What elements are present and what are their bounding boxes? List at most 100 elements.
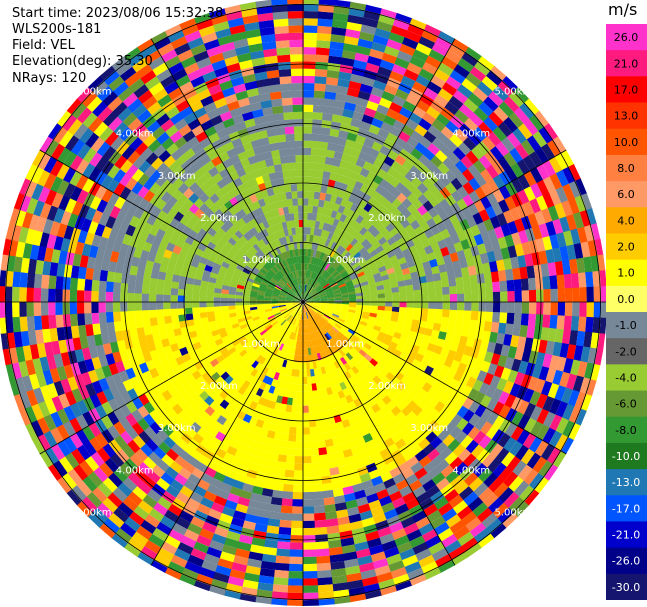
gate [46,233,57,249]
gate [78,459,94,477]
gate [487,228,498,242]
gate [149,285,157,295]
gate [419,340,430,350]
gate [254,379,263,389]
gate [237,151,249,162]
gate [201,251,211,260]
gate [463,310,472,321]
gate [332,313,340,318]
gate [102,110,119,127]
gate [310,347,315,355]
gate [356,555,373,566]
gate [331,19,349,29]
gate [258,312,266,317]
gate [127,536,145,553]
gate [435,294,443,303]
gate [52,459,68,478]
gate [248,416,259,426]
gate [288,383,295,391]
gate [265,272,273,280]
gate [192,159,205,171]
gate [345,342,354,351]
gate [221,86,236,98]
gate [165,484,180,498]
gate [148,409,161,422]
gate [346,209,356,219]
gate [483,96,500,113]
gate [241,520,256,531]
gate [311,213,318,221]
gate [320,303,328,306]
gate [486,341,497,354]
gate [358,323,367,330]
gate [239,174,250,184]
gate [503,210,515,225]
gate [356,174,367,184]
gate [77,359,88,375]
gate [389,101,403,114]
gate [506,279,515,292]
gate [448,43,467,59]
gate [207,460,220,472]
gate [213,292,222,298]
gate [332,12,350,22]
gate [521,290,530,303]
ray [57,110,301,301]
gate [500,451,516,468]
gate [359,335,368,343]
gate [313,314,320,322]
gate [222,245,231,254]
gate [129,375,140,389]
gate [427,288,436,296]
gate [227,332,237,340]
gate [134,310,143,320]
gate [263,151,273,160]
gate [363,302,371,306]
gate [425,321,434,330]
gate [271,305,279,309]
gate [417,473,432,486]
gate [422,334,432,344]
gate [314,411,322,420]
gate [334,323,342,330]
gate [477,487,494,503]
gate [272,308,280,312]
gate [570,228,581,246]
gate [254,224,263,234]
gate [111,486,128,503]
gate [142,370,153,382]
gate [497,433,511,449]
gate [472,379,484,393]
gate [293,470,303,478]
gate [302,362,307,370]
gate [421,355,431,366]
gate [214,310,222,316]
gate [456,186,469,199]
gate [122,92,139,108]
gate [19,194,32,213]
gate [84,231,95,246]
gate [372,200,383,211]
gate [232,326,242,333]
gate [145,438,159,452]
gate [192,307,200,314]
gate [474,186,487,201]
gate [372,80,388,92]
gate [261,278,270,285]
gate [341,299,350,303]
gate [278,343,285,351]
gate [276,283,284,289]
gate [428,195,440,208]
gate [251,108,264,119]
gate [579,302,587,318]
gate [302,434,311,442]
gate [369,309,378,314]
gate [294,270,298,279]
gate [339,356,348,365]
gate [383,363,393,373]
gate [356,243,365,252]
gate [507,302,515,314]
gate [394,57,411,70]
gate [207,132,221,144]
ray [303,8,398,300]
